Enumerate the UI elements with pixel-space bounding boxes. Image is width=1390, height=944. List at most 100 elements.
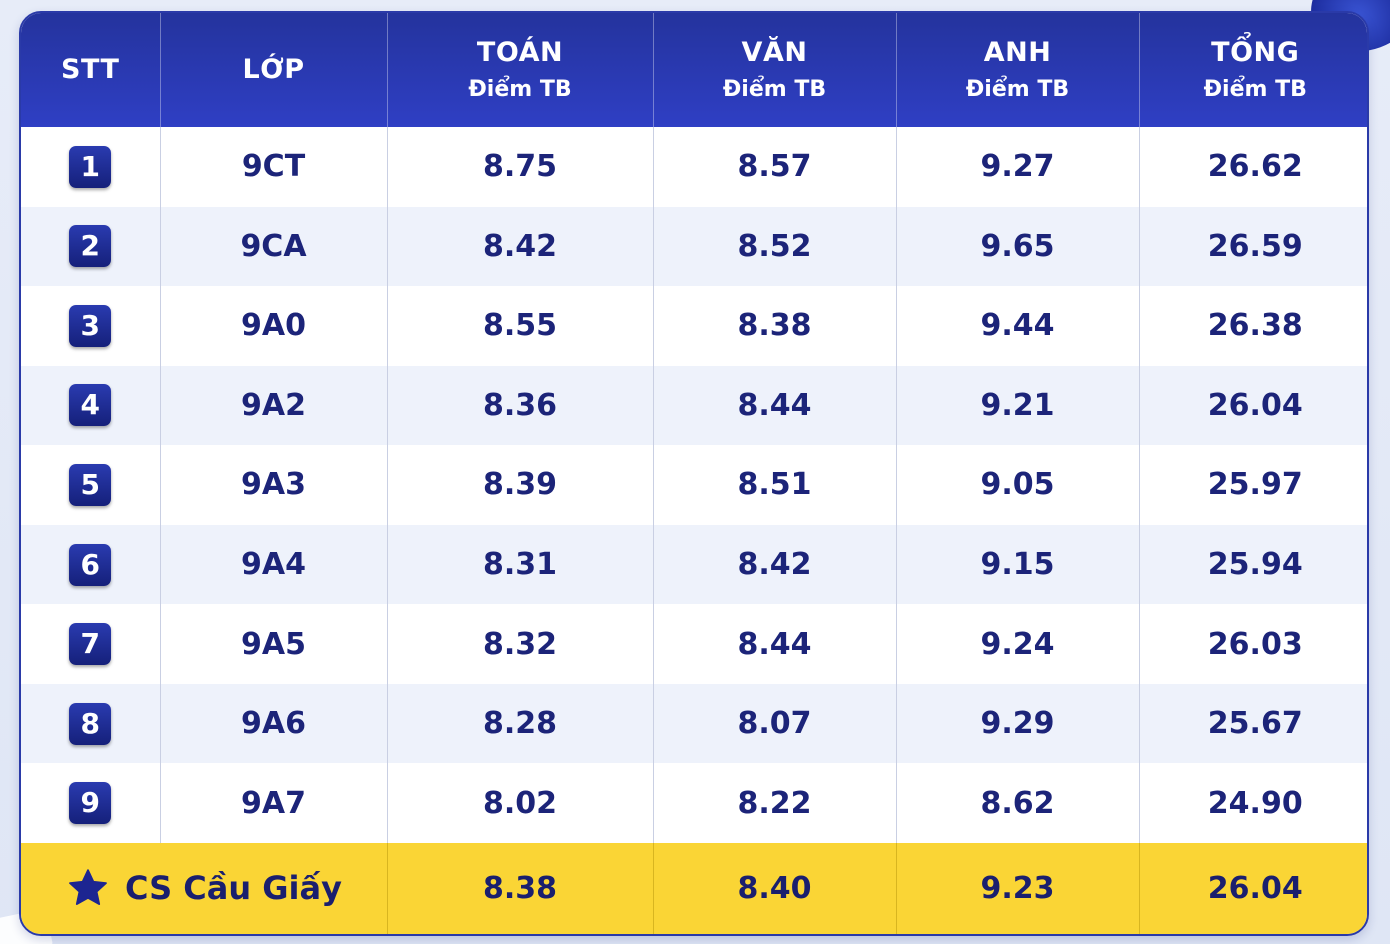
cell-stt: 9 <box>21 763 161 843</box>
cell-stt: 1 <box>21 127 161 207</box>
cell-van: 8.52 <box>653 206 897 287</box>
summary-anh: 9.23 <box>896 842 1140 934</box>
header-label: VĂN <box>741 37 808 68</box>
cell-van: 8.44 <box>653 365 897 446</box>
summary-label-wrap: CS Cầu Giấy <box>67 867 387 909</box>
summary-van: 8.40 <box>653 842 897 934</box>
cell-van: 8.38 <box>653 286 897 366</box>
header-toan: TOÁN Điểm TB <box>387 13 654 127</box>
cell-tong: 25.97 <box>1139 445 1367 525</box>
cell-toan: 8.75 <box>387 127 654 207</box>
cell-lop: 9A6 <box>160 683 388 764</box>
cell-stt: 7 <box>21 604 161 684</box>
cell-lop: 9A5 <box>160 604 388 684</box>
table-body: 1 9CT 8.75 8.57 9.27 26.62 2 9CA 8.42 8.… <box>21 127 1367 934</box>
star-icon <box>69 869 107 906</box>
cell-anh: 8.62 <box>896 763 1140 843</box>
cell-lop: 9CT <box>160 127 388 207</box>
header-label: TOÁN <box>476 37 564 68</box>
rank-badge: 2 <box>69 225 112 268</box>
cell-tong: 25.67 <box>1139 683 1367 764</box>
rank-badge: 4 <box>69 384 112 427</box>
cell-lop: 9A7 <box>160 763 388 843</box>
header-sublabel: Điểm TB <box>965 77 1070 102</box>
header-sublabel: Điểm TB <box>468 77 572 102</box>
table-row: 7 9A5 8.32 8.44 9.24 26.03 <box>21 604 1367 684</box>
header-row: STT LỚP TOÁN Điểm TB VĂN Điểm TB ANH <box>21 13 1367 127</box>
table-row: 9 9A7 8.02 8.22 8.62 24.90 <box>21 763 1367 843</box>
summary-toan: 8.38 <box>387 842 654 934</box>
rank-badge: 3 <box>69 304 112 347</box>
cell-tong: 26.59 <box>1139 206 1367 287</box>
rank-badge: 8 <box>69 702 112 745</box>
header-label: STT <box>61 54 120 85</box>
cell-van: 8.07 <box>653 683 897 764</box>
table-row: 4 9A2 8.36 8.44 9.21 26.04 <box>21 365 1367 446</box>
summary-label-cell: CS Cầu Giấy <box>21 842 388 934</box>
cell-tong: 24.90 <box>1139 763 1367 843</box>
cell-lop: 9A0 <box>160 286 388 366</box>
summary-label: CS Cầu Giấy <box>125 869 342 908</box>
table-row: 6 9A4 8.31 8.42 9.15 25.94 <box>21 524 1367 605</box>
table-row: 5 9A3 8.39 8.51 9.05 25.97 <box>21 445 1367 525</box>
cell-toan: 8.36 <box>387 365 654 446</box>
rank-badge: 6 <box>69 543 112 586</box>
header-lop: LỚP <box>160 13 388 127</box>
cell-tong: 26.03 <box>1139 604 1367 684</box>
cell-toan: 8.42 <box>387 206 654 287</box>
cell-toan: 8.02 <box>387 763 654 843</box>
rank-badge: 9 <box>69 782 112 825</box>
cell-anh: 9.29 <box>896 683 1140 764</box>
cell-anh: 9.65 <box>896 206 1140 287</box>
cell-van: 8.22 <box>653 763 897 843</box>
score-table: STT LỚP TOÁN Điểm TB VĂN Điểm TB ANH <box>21 13 1367 934</box>
cell-stt: 6 <box>21 524 161 605</box>
cell-toan: 8.32 <box>387 604 654 684</box>
cell-toan: 8.55 <box>387 286 654 366</box>
table-row: 3 9A0 8.55 8.38 9.44 26.38 <box>21 286 1367 366</box>
table-header: STT LỚP TOÁN Điểm TB VĂN Điểm TB ANH <box>21 13 1367 127</box>
cell-van: 8.42 <box>653 524 897 605</box>
cell-tong: 26.04 <box>1139 365 1367 446</box>
cell-tong: 25.94 <box>1139 524 1367 605</box>
header-sublabel: Điểm TB <box>1203 77 1307 102</box>
table-row: 1 9CT 8.75 8.57 9.27 26.62 <box>21 127 1367 207</box>
rank-badge: 5 <box>69 463 112 506</box>
cell-stt: 2 <box>21 206 161 287</box>
table-row: 8 9A6 8.28 8.07 9.29 25.67 <box>21 683 1367 764</box>
header-anh: ANH Điểm TB <box>896 13 1140 127</box>
score-table-card: STT LỚP TOÁN Điểm TB VĂN Điểm TB ANH <box>19 11 1369 936</box>
cell-toan: 8.28 <box>387 683 654 764</box>
header-tong: TỔNG Điểm TB <box>1139 13 1367 127</box>
header-label: LỚP <box>242 54 305 85</box>
summary-row: CS Cầu Giấy 8.38 8.40 9.23 26.04 <box>21 842 1367 934</box>
cell-anh: 9.21 <box>896 365 1140 446</box>
cell-anh: 9.05 <box>896 445 1140 525</box>
cell-van: 8.44 <box>653 604 897 684</box>
cell-toan: 8.39 <box>387 445 654 525</box>
cell-toan: 8.31 <box>387 524 654 605</box>
header-van: VĂN Điểm TB <box>653 13 897 127</box>
cell-lop: 9A2 <box>160 365 388 446</box>
header-label: TỔNG <box>1211 37 1300 68</box>
table-row: 2 9CA 8.42 8.52 9.65 26.59 <box>21 206 1367 287</box>
cell-anh: 9.27 <box>896 127 1140 207</box>
cell-van: 8.51 <box>653 445 897 525</box>
header-label: ANH <box>983 37 1052 68</box>
cell-stt: 4 <box>21 365 161 446</box>
cell-anh: 9.24 <box>896 604 1140 684</box>
cell-tong: 26.62 <box>1139 127 1367 207</box>
summary-tong: 26.04 <box>1139 842 1367 934</box>
cell-van: 8.57 <box>653 127 897 207</box>
cell-lop: 9CA <box>160 206 388 287</box>
cell-stt: 8 <box>21 683 161 764</box>
header-stt: STT <box>21 13 161 127</box>
cell-lop: 9A3 <box>160 445 388 525</box>
rank-badge: 7 <box>69 623 112 666</box>
cell-stt: 5 <box>21 445 161 525</box>
rank-badge: 1 <box>69 145 112 188</box>
cell-anh: 9.44 <box>896 286 1140 366</box>
cell-stt: 3 <box>21 286 161 366</box>
header-sublabel: Điểm TB <box>722 77 827 102</box>
